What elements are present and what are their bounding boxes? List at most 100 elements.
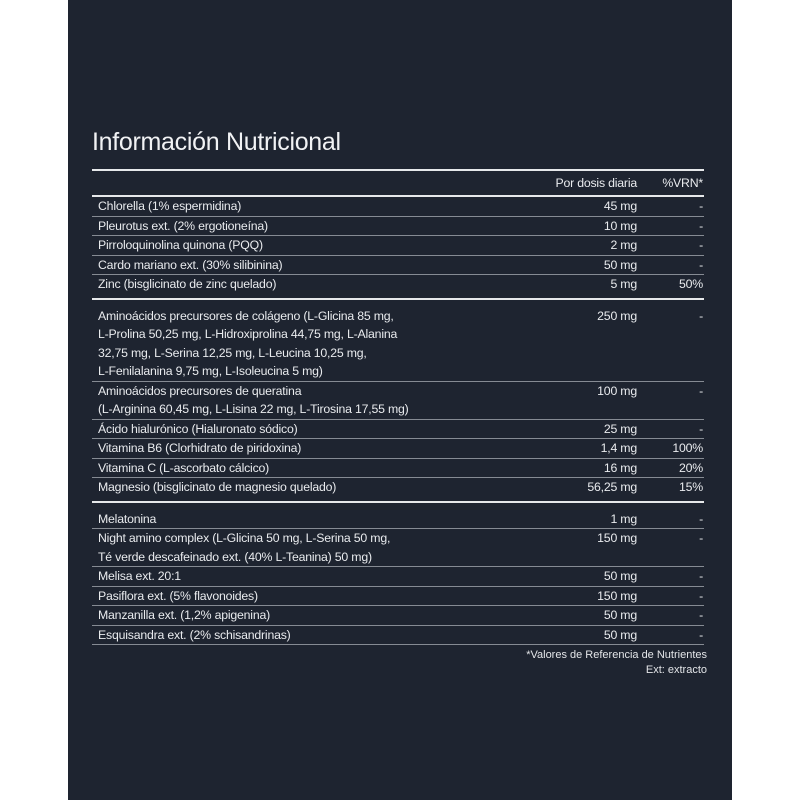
ingredient-name-line: Té verde descafeinado ext. (40% L-Teanin… xyxy=(98,549,372,564)
ingredient-name: Zinc (bisglicinato de zinc quelado) xyxy=(92,275,507,294)
ingredient-name-line: Ácido hialurónico (Hialuronato sódico) xyxy=(98,421,298,436)
dose-value: 50 mg xyxy=(603,257,637,272)
table-row: Night amino complex (L-Glicina 50 mg, L-… xyxy=(92,529,704,567)
vrn-column-header: %VRN* xyxy=(662,176,703,190)
group-divider xyxy=(92,195,704,197)
ingredient-name: Chlorella (1% espermidina) xyxy=(92,197,507,216)
ingredient-name-line: Pleurotus ext. (2% ergotioneína) xyxy=(98,218,268,233)
ingredient-name: Melatonina xyxy=(92,510,507,529)
dose-value: 150 mg xyxy=(597,588,637,603)
ingredient-name-line: Night amino complex (L-Glicina 50 mg, L-… xyxy=(98,531,391,545)
table-top-rule xyxy=(92,169,704,171)
vrn-value: 100% xyxy=(672,441,703,455)
ingredient-name-line: Aminoácidos precursores de colágeno (L-G… xyxy=(98,308,394,323)
vrn-value: - xyxy=(699,608,703,622)
ingredient-name-line: Cardo mariano ext. (30% silibinina) xyxy=(98,257,283,272)
ingredient-name: Manzanilla ext. (1,2% apigenina) xyxy=(92,606,507,625)
vrn-value: - xyxy=(699,511,703,526)
ingredient-name-line: Manzanilla ext. (1,2% apigenina) xyxy=(98,608,271,622)
vrn-value: - xyxy=(699,308,703,323)
vrn-value: - xyxy=(699,383,703,398)
vrn-value: - xyxy=(699,238,703,252)
ingredient-name: Aminoácidos precursores de queratina (L-A… xyxy=(92,382,507,419)
ingredient-name: Vitamina C (L-ascorbato cálcico) xyxy=(92,459,507,478)
ingredient-name-line: Vitamina C (L-ascorbato cálcico) xyxy=(98,460,270,475)
table-row: Cardo mariano ext. (30% silibinina) 50 mg… xyxy=(92,256,704,275)
footnotes: *Valores de Referencia de Nutrientes Ext… xyxy=(526,648,707,678)
table-row: Vitamina C (L-ascorbato cálcico) 16 mg 20% xyxy=(92,459,704,478)
dose-value: 2 mg xyxy=(610,238,637,252)
group-divider xyxy=(92,500,704,503)
nutrition-table: Por dosis diaria %VRN* Chlorella (1% esp… xyxy=(92,169,704,645)
footnote-vrn: *Valores de Referencia de Nutrientes xyxy=(526,649,707,661)
dose-value: 25 mg xyxy=(603,421,637,436)
vrn-value: - xyxy=(699,627,703,642)
dose-value: 16 mg xyxy=(603,460,637,475)
ingredient-name-line: Pirroloquinolina quinona (PQQ) xyxy=(98,238,263,252)
dose-value: 50 mg xyxy=(603,569,637,583)
ingredient-name: Pirroloquinolina quinona (PQQ) xyxy=(92,236,507,255)
ingredient-name: Magnesio (bisglicinato de magnesio quela… xyxy=(92,478,507,497)
vrn-value: 15% xyxy=(678,480,703,494)
ingredient-name-line: Esquisandra ext. (2% schisandrinas) xyxy=(98,627,291,642)
table-row: Esquisandra ext. (2% schisandrinas) 50 mg… xyxy=(92,626,704,645)
table-row: Aminoácidos precursores de colágeno (L-G… xyxy=(92,300,704,382)
ingredient-name: Melisa ext. 20:1 xyxy=(92,567,507,586)
dose-value: 45 mg xyxy=(603,199,637,213)
nutrition-panel: Información Nutricional Por dosis diaria… xyxy=(68,0,732,800)
vrn-value: - xyxy=(699,257,703,272)
ingredient-name-line: (L-Arginina 60,45 mg, L-Lisina 22 mg, L-… xyxy=(98,402,409,416)
table-row: Melatonina 1 mg - xyxy=(92,503,704,529)
ingredient-name-line: Pasiflora ext. (5% flavonoides) xyxy=(98,588,258,603)
vrn-value: 20% xyxy=(678,460,703,475)
table-header: Por dosis diaria %VRN* xyxy=(92,171,704,195)
table-row: Melisa ext. 20:1 50 mg - xyxy=(92,567,704,587)
table-row: Pasiflora ext. (5% flavonoides) 150 mg - xyxy=(92,587,704,606)
ingredient-name-line: 32,75 mg, L-Serina 12,25 mg, L-Leucina 1… xyxy=(98,345,367,360)
vrn-value: - xyxy=(699,588,703,603)
dose-value: 56,25 mg xyxy=(587,480,637,494)
ingredient-name-line: Vitamina B6 (Clorhidrato de piridoxina) xyxy=(98,441,302,455)
ingredient-name-line: L-Fenilalanina 9,75 mg, L-Isoleucina 5 m… xyxy=(98,364,323,378)
group-divider xyxy=(92,297,704,300)
table-body: Chlorella (1% espermidina) 45 mg - Pleurotu… xyxy=(92,195,704,645)
dose-value: 1 mg xyxy=(610,511,637,526)
ingredient-name: Pleurotus ext. (2% ergotioneína) xyxy=(92,217,507,236)
ingredient-name: Ácido hialurónico (Hialuronato sódico) xyxy=(92,420,507,439)
table-row: Chlorella (1% espermidina) 45 mg - xyxy=(92,197,704,217)
table-row: Zinc (bisglicinato de zinc quelado) 5 mg 5… xyxy=(92,275,704,298)
ingredient-name: Aminoácidos precursores de colágeno (L-G… xyxy=(92,307,507,381)
ingredient-name-line: Melatonina xyxy=(98,511,157,526)
ingredient-name-line: Zinc (bisglicinato de zinc quelado) xyxy=(98,277,277,291)
dose-value: 5 mg xyxy=(610,277,637,291)
table-row: Ácido hialurónico (Hialuronato sódico) 25… xyxy=(92,420,704,439)
ingredient-name: Night amino complex (L-Glicina 50 mg, L-… xyxy=(92,529,507,566)
table-row: Pleurotus ext. (2% ergotioneína) 10 mg - xyxy=(92,217,704,236)
dose-value: 150 mg xyxy=(597,531,637,545)
ingredient-name: Pasiflora ext. (5% flavonoides) xyxy=(92,587,507,606)
dose-value: 100 mg xyxy=(597,383,637,398)
dose-value: 50 mg xyxy=(603,608,637,622)
dose-value: 1,4 mg xyxy=(600,441,638,455)
vrn-value: - xyxy=(699,199,703,213)
ingredient-name-line: Magnesio (bisglicinato de magnesio quela… xyxy=(98,480,337,494)
ingredient-name-line: Chlorella (1% espermidina) xyxy=(98,199,242,213)
table-row: Manzanilla ext. (1,2% apigenina) 50 mg - xyxy=(92,606,704,626)
ingredient-name: Cardo mariano ext. (30% silibinina) xyxy=(92,256,507,275)
ingredient-name-line: Aminoácidos precursores de queratina xyxy=(98,383,302,398)
footnote-ext: Ext: extracto xyxy=(645,664,707,676)
vrn-value: - xyxy=(699,569,703,583)
vrn-value: 50% xyxy=(678,277,703,291)
table-row: Pirroloquinolina quinona (PQQ) 2 mg - xyxy=(92,236,704,256)
dose-column-header: Por dosis diaria xyxy=(555,176,637,190)
ingredient-name: Vitamina B6 (Clorhidrato de piridoxina) xyxy=(92,439,507,458)
vrn-value: - xyxy=(699,218,703,233)
table-row: Aminoácidos precursores de queratina (L-A… xyxy=(92,382,704,420)
ingredient-name-line: Melisa ext. 20:1 xyxy=(98,569,181,583)
vrn-value: - xyxy=(699,421,703,436)
dose-value: 10 mg xyxy=(603,218,637,233)
ingredient-name-line: L-Prolina 50,25 mg, L-Hidroxiprolina 44,… xyxy=(98,327,398,341)
table-row: Vitamina B6 (Clorhidrato de piridoxina) 1… xyxy=(92,439,704,459)
dose-value: 50 mg xyxy=(603,627,637,642)
dose-value: 250 mg xyxy=(597,308,637,323)
